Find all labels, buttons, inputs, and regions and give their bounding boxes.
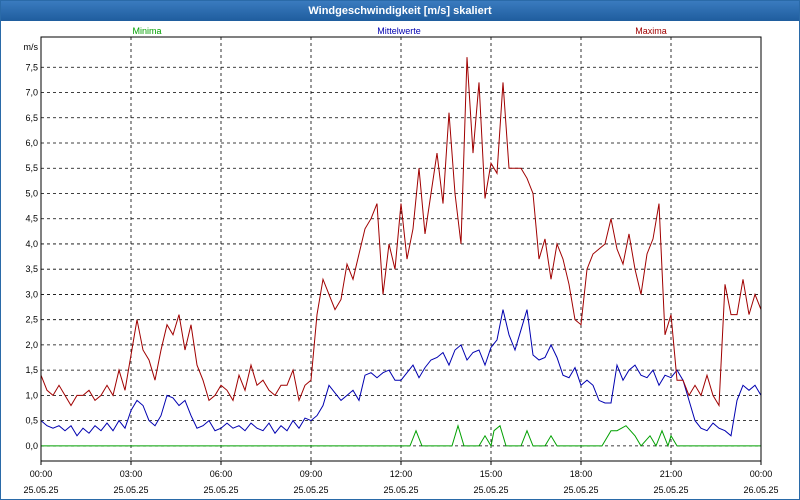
y-tick-label: 4,0	[25, 239, 38, 249]
y-tick-label: 1,0	[25, 390, 38, 400]
y-tick-label: 4,5	[25, 214, 38, 224]
x-tick-time: 12:00	[390, 469, 413, 479]
x-tick-time: 06:00	[210, 469, 233, 479]
x-tick-time: 00:00	[30, 469, 53, 479]
y-tick-label: 3,5	[25, 264, 38, 274]
x-tick-time: 15:00	[480, 469, 503, 479]
y-tick-label: 6,5	[25, 113, 38, 123]
x-tick-time: 18:00	[570, 469, 593, 479]
x-tick-date: 25.05.25	[653, 485, 688, 495]
y-tick-label: 0,0	[25, 441, 38, 451]
y-tick-label: 0,5	[25, 416, 38, 426]
x-tick-date: 25.05.25	[293, 485, 328, 495]
x-tick-time: 21:00	[660, 469, 683, 479]
x-tick-date: 25.05.25	[23, 485, 58, 495]
x-tick-date: 25.05.25	[203, 485, 238, 495]
x-tick-date: 26.05.25	[743, 485, 778, 495]
grid	[41, 37, 761, 461]
legend-maxima: Maxima	[635, 26, 667, 36]
y-tick-label: 6,0	[25, 138, 38, 148]
y-axis-label: m/s	[24, 42, 39, 52]
y-tick-label: 5,5	[25, 163, 38, 173]
x-tick-date: 25.05.25	[473, 485, 508, 495]
series-line-maxima	[40, 57, 762, 408]
chart-canvas: Minima Mittelwerte Maxima 0,0 0,5 1,0 1,5 2,0 2…	[23, 26, 779, 495]
legend-mittelwerte: Mittelwerte	[377, 26, 421, 36]
x-tick-time: 00:00	[750, 469, 773, 479]
series-line-mittelwerte	[40, 309, 762, 437]
x-tick-date: 25.05.25	[113, 485, 148, 495]
y-tick-label: 7,5	[25, 62, 38, 72]
y-tick-label: 1,5	[25, 365, 38, 375]
y-tick-label: 2,5	[25, 315, 38, 325]
chart-title: Windgeschwindigkeit [m/s] skaliert	[1, 1, 799, 21]
x-tick-time: 03:00	[120, 469, 143, 479]
series-line-minima	[41, 423, 761, 448]
y-tick-label: 3,0	[25, 289, 38, 299]
y-tick-label: 7,0	[25, 88, 38, 98]
legend-minima: Minima	[132, 26, 161, 36]
y-tick-label: 5,0	[25, 188, 38, 198]
x-tick-date: 25.05.25	[383, 485, 418, 495]
axes: 0,0 0,5 1,0 1,5 2,0 2,5 3,0 3,5 4,0 4,5 5,0 5,5 6,0 6…	[23, 36, 779, 495]
x-tick-date: 25.05.25	[563, 485, 598, 495]
y-tick-label: 2,0	[25, 340, 38, 350]
legend: Minima Mittelwerte Maxima	[132, 26, 666, 36]
series-layer	[40, 57, 762, 448]
x-tick-time: 09:00	[300, 469, 323, 479]
